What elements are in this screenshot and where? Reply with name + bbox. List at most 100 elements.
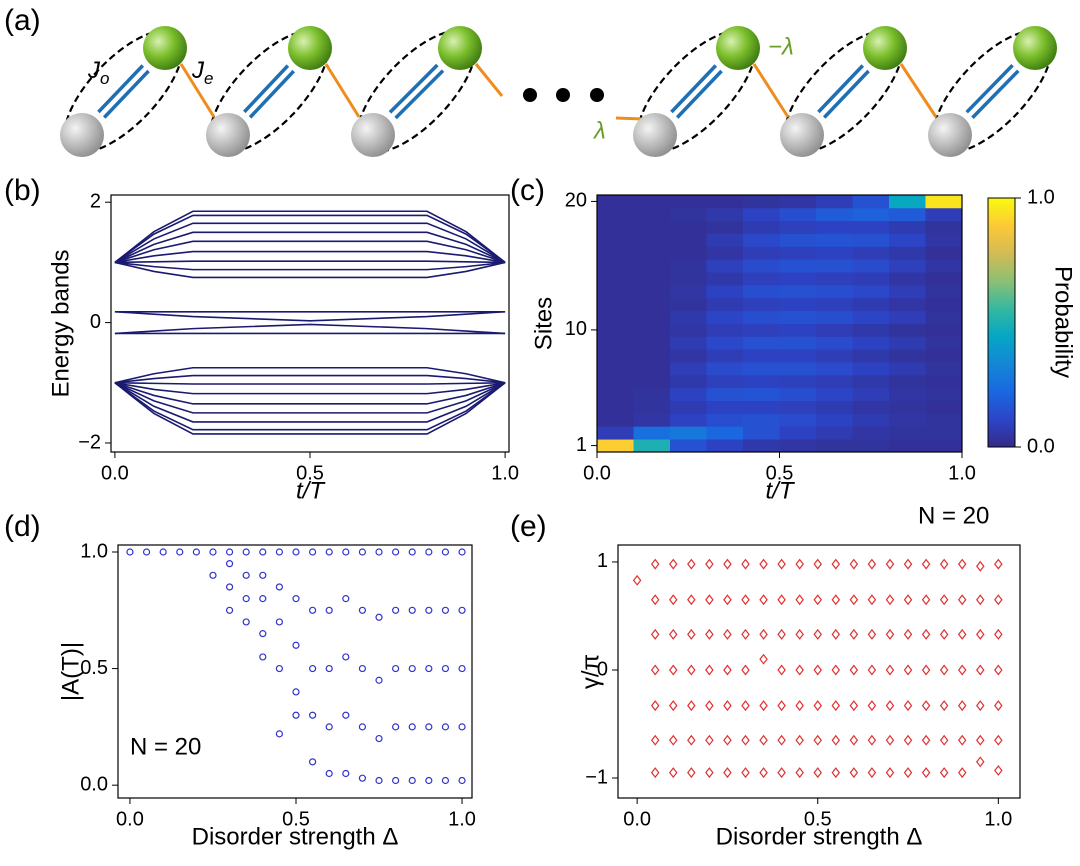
site-b: [1013, 26, 1057, 70]
heat-cell: [816, 413, 853, 427]
axes-frame: [117, 544, 473, 799]
point: [669, 628, 678, 640]
point: [342, 595, 350, 603]
heat-cell: [816, 246, 853, 260]
x-axis-label: Disorder strength Δ: [716, 823, 923, 850]
point: [867, 700, 877, 712]
coupling-subscript: e: [204, 69, 213, 88]
heat-cell: [816, 323, 853, 337]
point: [885, 767, 895, 779]
point: [392, 606, 400, 614]
heat-cell: [743, 362, 780, 376]
heat-cell: [925, 426, 963, 440]
point: [309, 711, 317, 719]
heat-cell: [743, 336, 780, 350]
heat-cell: [706, 349, 744, 363]
point: [375, 776, 383, 785]
heat-cell: [597, 400, 634, 414]
x-tick-label: 0.5: [296, 462, 324, 484]
band-line: [114, 382, 506, 405]
panel-label: (b): [4, 174, 41, 207]
point: [903, 767, 913, 779]
point: [687, 594, 696, 606]
heat-cell: [816, 336, 853, 350]
point: [939, 767, 949, 779]
point: [831, 594, 841, 606]
point: [813, 700, 822, 712]
point: [957, 734, 967, 746]
point: [669, 594, 678, 606]
point: [741, 628, 750, 640]
heat-cell: [633, 439, 671, 453]
site-b: [863, 26, 907, 70]
heat-cell: [852, 323, 890, 337]
point: [358, 774, 367, 782]
heat-cell: [852, 297, 890, 312]
intra-bond: [670, 64, 718, 114]
heat-cell: [670, 310, 707, 324]
point: [342, 711, 350, 719]
heat-cell: [889, 362, 926, 376]
band-line: [114, 381, 506, 395]
heat-cell: [670, 413, 707, 427]
band-line: [114, 240, 506, 264]
heat-cell: [852, 195, 890, 209]
heat-cell: [925, 259, 963, 273]
point: [309, 548, 317, 556]
point: [687, 628, 696, 640]
point: [994, 764, 1003, 776]
point: [309, 664, 317, 673]
heat-cell: [743, 400, 780, 414]
point: [242, 571, 250, 579]
point: [325, 548, 333, 556]
point: [939, 700, 949, 712]
heat-cell: [889, 297, 926, 312]
band-line: [114, 214, 506, 264]
heat-cell: [925, 362, 963, 376]
point: [358, 664, 367, 673]
heat-cell: [743, 195, 780, 209]
y-tick-label: 1: [576, 434, 587, 456]
heat-cell: [670, 195, 707, 209]
band-line: [114, 382, 506, 414]
heat-cell: [670, 272, 707, 286]
point: [325, 664, 333, 673]
band-line: [114, 374, 506, 384]
point: [813, 664, 822, 676]
heat-cell: [706, 310, 744, 324]
point: [849, 700, 859, 712]
point: [309, 606, 317, 614]
heat-cell: [889, 336, 926, 350]
point: [142, 548, 151, 556]
point: [994, 558, 1003, 570]
heat-cell: [852, 259, 890, 273]
heat-cell: [925, 297, 963, 312]
point: [921, 558, 931, 570]
point: [723, 767, 732, 779]
y-tick-label: −1: [585, 766, 608, 788]
point: [867, 664, 877, 676]
heat-cell: [743, 310, 780, 324]
point: [903, 628, 913, 640]
heat-cell: [779, 387, 817, 401]
point: [723, 700, 732, 712]
heat-cell: [816, 233, 853, 247]
point: [813, 734, 822, 746]
point: [777, 767, 786, 779]
heat-cell: [633, 362, 671, 376]
point: [957, 664, 967, 676]
colorbar: [987, 197, 1016, 448]
point: [795, 664, 804, 676]
heat-cell: [852, 336, 890, 350]
heat-cell: [633, 259, 671, 273]
y-tick-label: 2: [90, 191, 101, 213]
heat-cell: [743, 207, 780, 222]
y-tick-label: 0: [90, 311, 101, 333]
heat-cell: [706, 220, 744, 234]
x-tick-label: 0.0: [583, 462, 611, 484]
point: [687, 767, 696, 779]
x-axis-label: Disorder strength Δ: [192, 823, 399, 850]
heat-cell: [852, 374, 890, 389]
heat-cell: [889, 374, 926, 389]
point: [777, 734, 786, 746]
